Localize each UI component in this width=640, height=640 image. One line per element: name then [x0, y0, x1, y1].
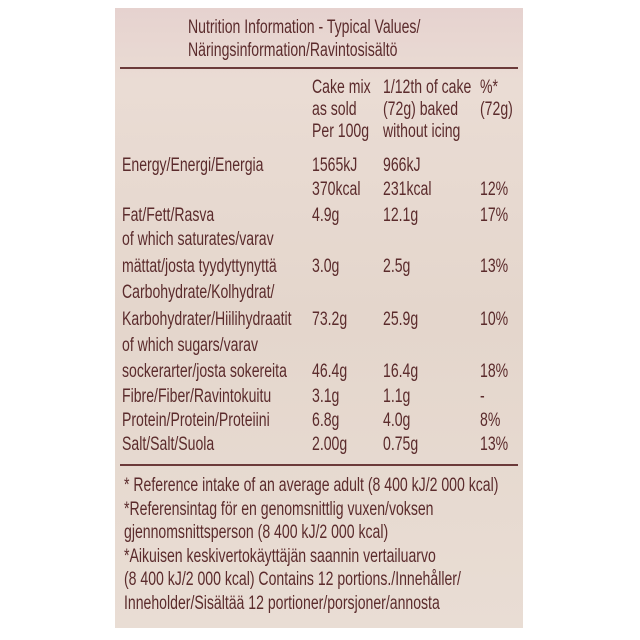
cell: 1565kJ — [312, 155, 358, 176]
cell: 8% — [480, 410, 501, 431]
title: Nutrition Information - Typical Values/ — [188, 17, 421, 38]
cell: 1.1g — [383, 386, 411, 407]
footnote: gjennomsnittsperson (8 400 kJ/2 000 kcal… — [124, 522, 389, 543]
cell: 13% — [480, 434, 509, 455]
cell: 46.4g — [312, 361, 348, 382]
column-header: Cake mix — [312, 77, 371, 98]
row-label: Fibre/Fiber/Ravintokuitu — [122, 386, 272, 407]
rule — [120, 464, 518, 466]
row-label: Protein/Protein/Proteiini — [122, 410, 270, 431]
cell: 10% — [480, 309, 509, 330]
cell: 3.1g — [312, 386, 340, 407]
row-label: Fat/Fett/Rasva — [122, 205, 215, 226]
row-label: Energy/Energi/Energia — [122, 155, 264, 176]
cell: 12.1g — [383, 205, 419, 226]
title: Näringsinformation/Ravintosisältö — [188, 40, 398, 61]
cell: 231kcal — [383, 179, 432, 200]
column-header: %* — [480, 77, 498, 98]
footnote: *Referensintag för en genomsnittlig vuxe… — [124, 498, 434, 520]
label-panel — [115, 8, 523, 628]
cell: 6.8g — [312, 410, 340, 431]
cell: 17% — [480, 205, 509, 226]
footnote: * Reference intake of an average adult (… — [124, 475, 499, 496]
cell: 12% — [480, 179, 509, 200]
cell: 25.9g — [383, 309, 419, 330]
row-label: mättat/josta tyydyttynyttä — [122, 256, 277, 277]
cell: 13% — [480, 256, 509, 277]
row-label: sockerarter/josta sokereita — [122, 361, 287, 382]
row-label: Carbohydrate/Kolhydrat/ — [122, 282, 275, 303]
column-header: (72g) — [480, 99, 513, 120]
cell: 18% — [480, 361, 509, 382]
cell: 3.0g — [312, 256, 340, 277]
column-header: (72g) baked — [383, 99, 459, 120]
cell: 966kJ — [383, 155, 421, 176]
cell: 16.4g — [383, 361, 419, 382]
footnote: Inneholder/Sisältää 12 portioner/porsjon… — [124, 592, 440, 614]
footnote: *Aikuisen keskivertokäyttäjän saannin ve… — [124, 545, 436, 567]
cell: 4.0g — [383, 410, 411, 431]
column-header: 1/12th of cake — [383, 77, 472, 98]
cell: 2.5g — [383, 256, 411, 277]
row-label: of which sugars/varav — [122, 335, 258, 356]
cell: 4.9g — [312, 205, 340, 226]
rule — [120, 67, 518, 69]
row-label: of which saturates/varav — [122, 229, 274, 250]
column-header: without icing — [383, 121, 461, 142]
column-header: Per 100g — [312, 121, 370, 142]
cell: 370kcal — [312, 179, 361, 200]
column-header: as sold — [312, 99, 357, 120]
row-label: Salt/Salt/Suola — [122, 434, 215, 455]
cell: 2.00g — [312, 434, 348, 455]
cell: 0.75g — [383, 434, 419, 455]
cell: - — [480, 386, 485, 407]
row-label: Karbohydrater/Hiilihydraatit — [122, 309, 292, 330]
cell: 73.2g — [312, 309, 348, 330]
footnote: (8 400 kJ/2 000 kcal) Contains 12 portio… — [124, 569, 461, 590]
